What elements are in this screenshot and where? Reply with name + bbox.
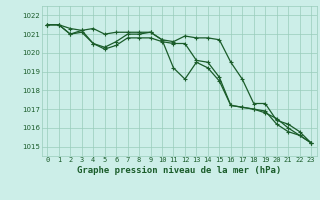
X-axis label: Graphe pression niveau de la mer (hPa): Graphe pression niveau de la mer (hPa)	[77, 166, 281, 175]
